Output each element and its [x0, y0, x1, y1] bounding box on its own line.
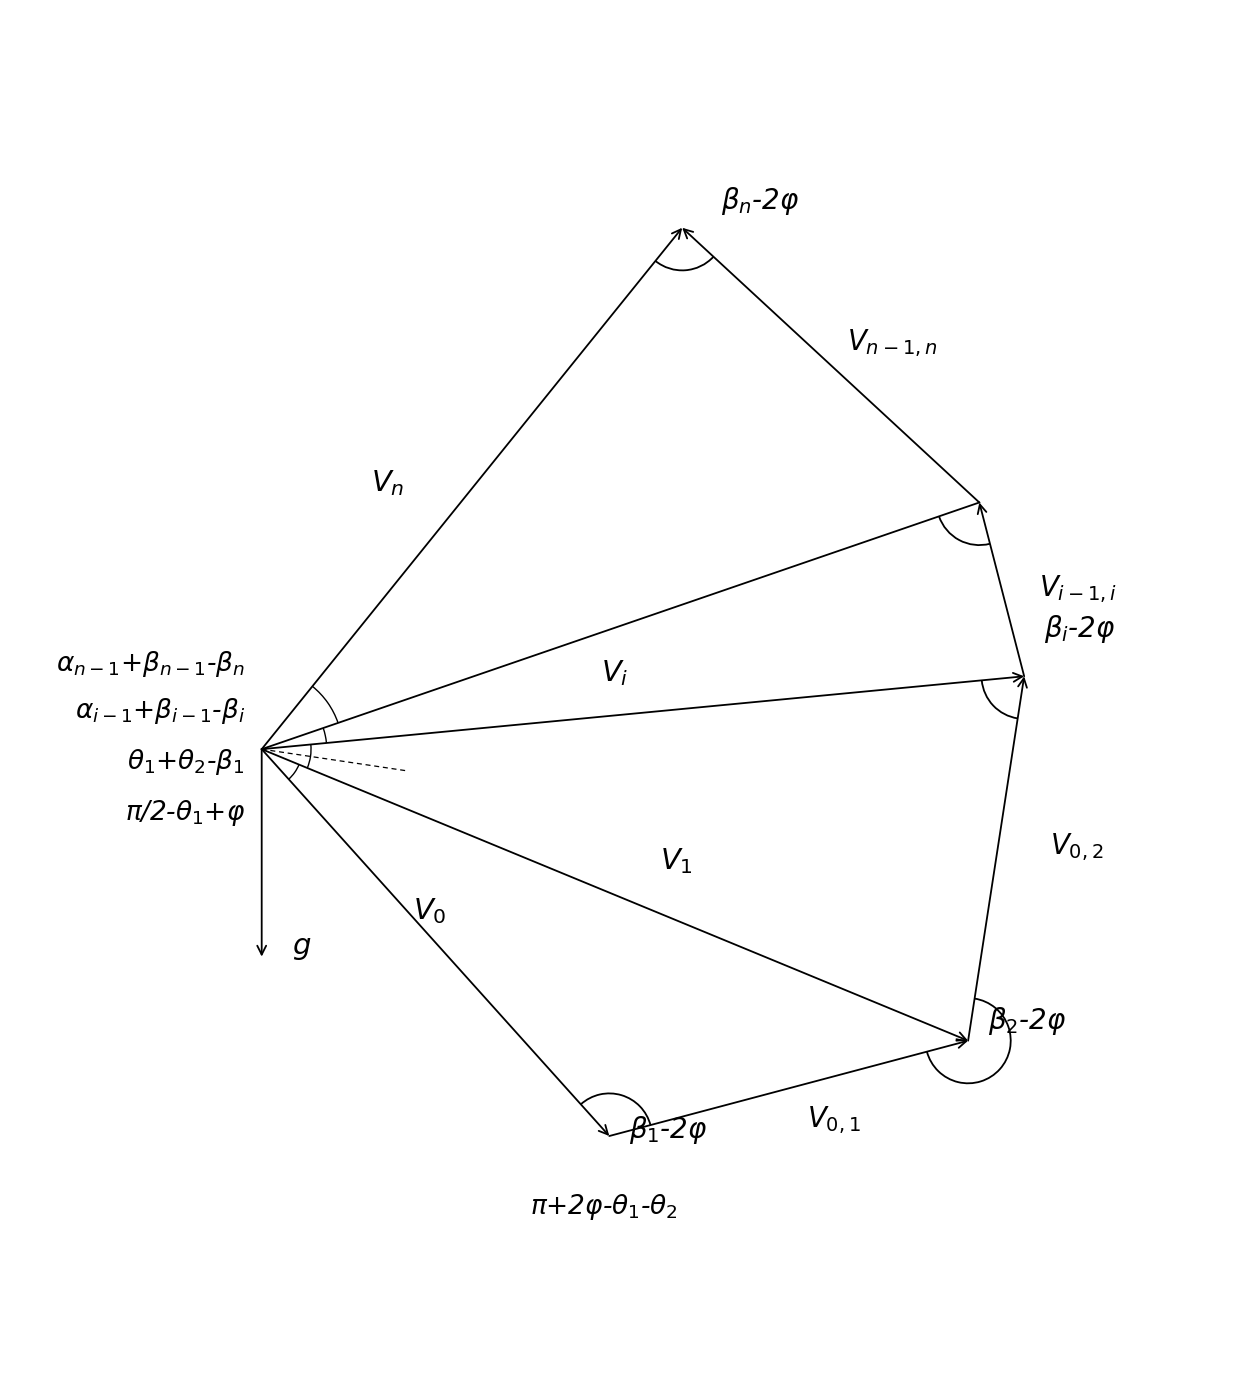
- Text: $\beta_2$-2$\varphi$: $\beta_2$-2$\varphi$: [988, 1005, 1066, 1037]
- Text: $V_{n-1,n}$: $V_{n-1,n}$: [847, 327, 937, 359]
- Text: $\theta_1$+$\theta_2$-$\beta_1$: $\theta_1$+$\theta_2$-$\beta_1$: [128, 747, 244, 777]
- Text: $\beta_n$-2$\varphi$: $\beta_n$-2$\varphi$: [722, 184, 800, 216]
- Text: $g$: $g$: [291, 934, 311, 961]
- Text: $V_{0,1}$: $V_{0,1}$: [806, 1104, 861, 1136]
- Text: $V_{i-1,i}$: $V_{i-1,i}$: [1039, 573, 1117, 605]
- Text: $\pi$+2$\varphi$-$\theta_1$-$\theta_2$: $\pi$+2$\varphi$-$\theta_1$-$\theta_2$: [529, 1192, 678, 1222]
- Text: $V_n$: $V_n$: [371, 468, 404, 498]
- Text: $\pi$/2-$\theta_1$+$\varphi$: $\pi$/2-$\theta_1$+$\varphi$: [125, 798, 244, 828]
- Text: $V_i$: $V_i$: [601, 659, 629, 689]
- Text: $\beta_1$-2$\varphi$: $\beta_1$-2$\varphi$: [630, 1114, 708, 1147]
- Text: $V_{0,2}$: $V_{0,2}$: [1050, 832, 1104, 864]
- Text: $\alpha_{n-1}$+$\beta_{n-1}$-$\beta_n$: $\alpha_{n-1}$+$\beta_{n-1}$-$\beta_n$: [56, 649, 244, 679]
- Text: $\alpha_{i-1}$+$\beta_{i-1}$-$\beta_i$: $\alpha_{i-1}$+$\beta_{i-1}$-$\beta_i$: [74, 696, 244, 726]
- Text: $V_1$: $V_1$: [660, 847, 693, 876]
- Text: $\beta_i$-2$\varphi$: $\beta_i$-2$\varphi$: [1044, 613, 1116, 645]
- Text: $V_0$: $V_0$: [413, 896, 446, 927]
